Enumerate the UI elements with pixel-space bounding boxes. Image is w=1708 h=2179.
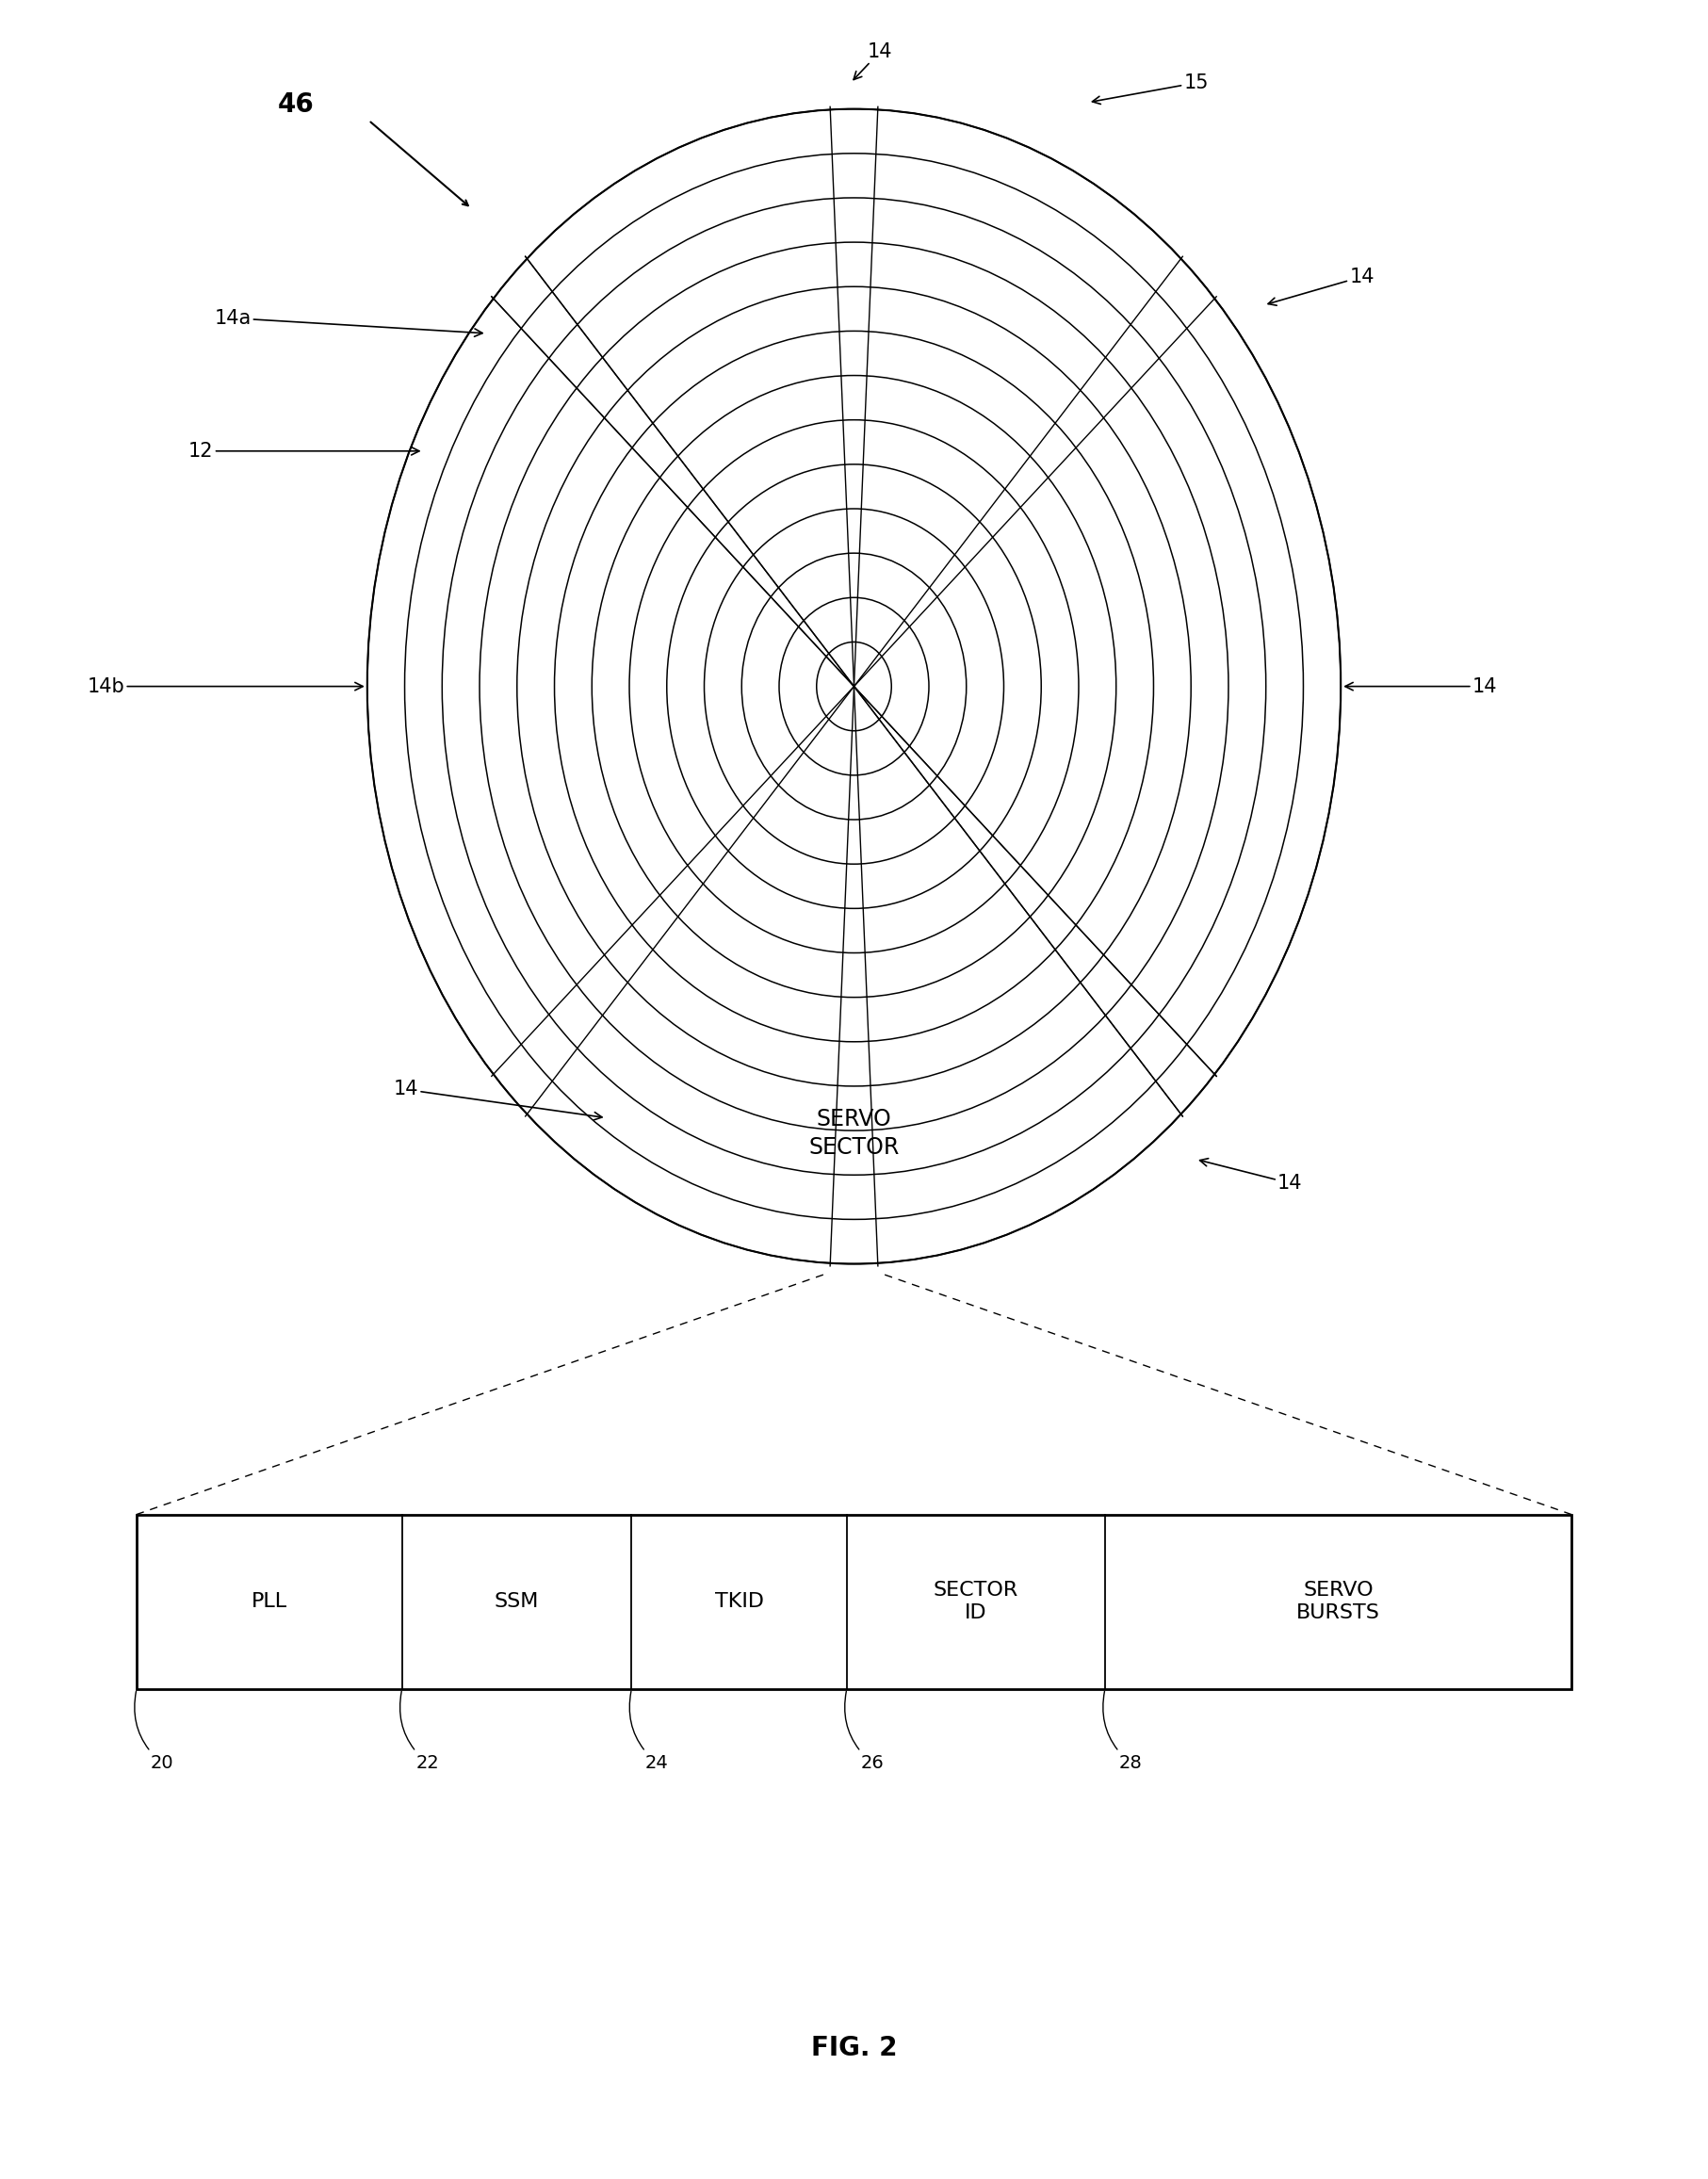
Text: TKID: TKID <box>714 1593 763 1610</box>
Text: 14: 14 <box>393 1081 601 1120</box>
Text: 26: 26 <box>845 1691 883 1772</box>
Text: SERVO
BURSTS: SERVO BURSTS <box>1296 1582 1380 1621</box>
Text: 20: 20 <box>135 1691 174 1772</box>
Text: 14: 14 <box>854 41 893 81</box>
Text: SECTOR
ID: SECTOR ID <box>934 1582 1018 1621</box>
Text: 14a: 14a <box>214 309 482 336</box>
Text: SERVO
SECTOR: SERVO SECTOR <box>808 1107 900 1159</box>
Text: 14b: 14b <box>87 678 362 695</box>
Text: FIG. 2: FIG. 2 <box>811 2035 897 2061</box>
Text: 15: 15 <box>1093 74 1209 105</box>
Text: 46: 46 <box>277 92 314 118</box>
Text: 24: 24 <box>630 1691 668 1772</box>
Text: 22: 22 <box>400 1691 439 1772</box>
Text: 14: 14 <box>1267 268 1375 305</box>
Text: 14: 14 <box>1346 678 1498 695</box>
Text: 12: 12 <box>188 442 418 460</box>
Text: PLL: PLL <box>251 1593 287 1610</box>
Text: 14: 14 <box>1199 1159 1303 1192</box>
Text: SSM: SSM <box>495 1593 540 1610</box>
Text: 28: 28 <box>1103 1691 1143 1772</box>
Bar <box>137 1514 1571 1689</box>
